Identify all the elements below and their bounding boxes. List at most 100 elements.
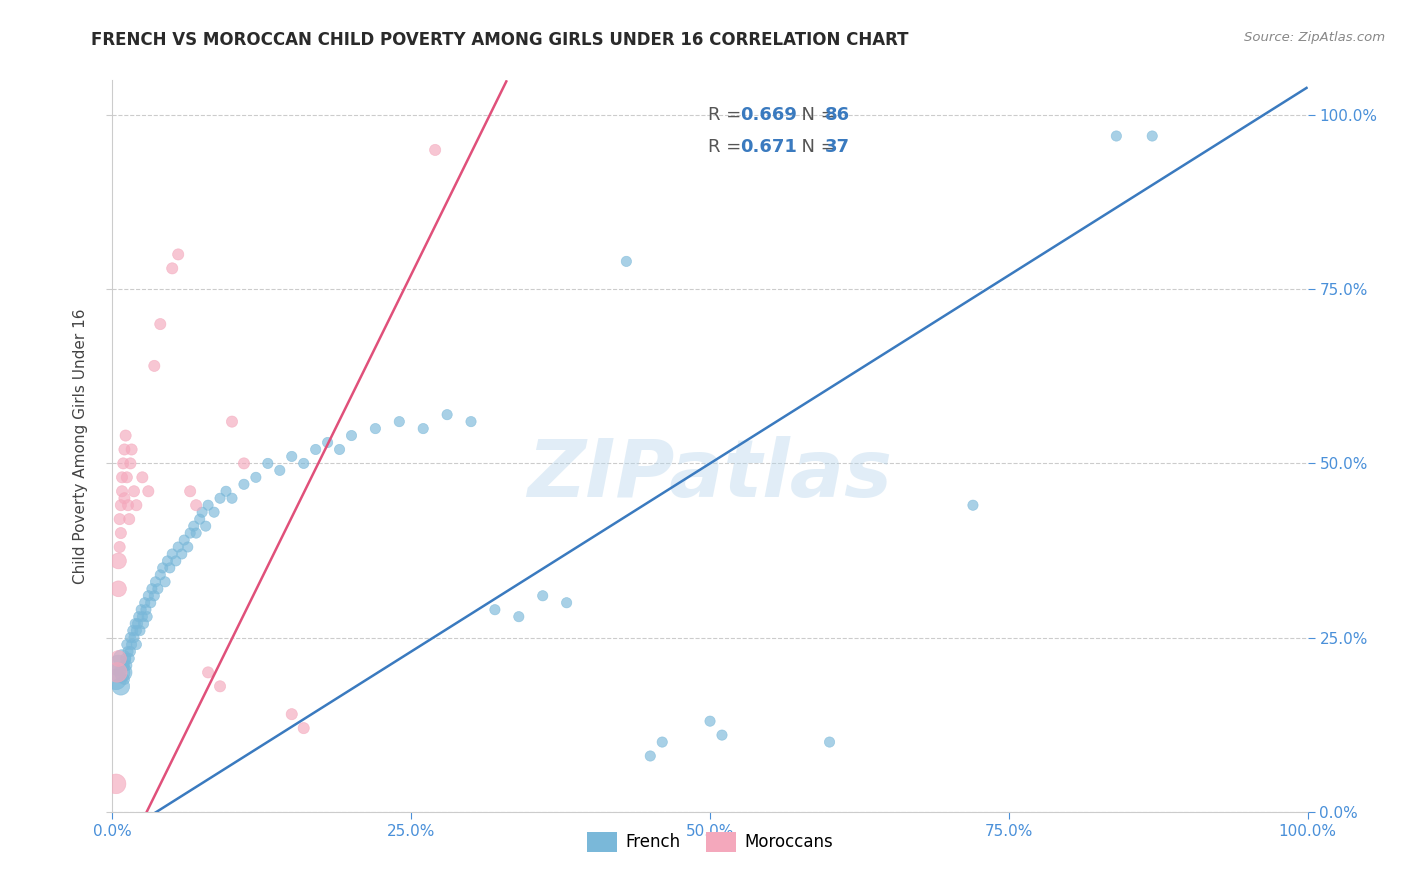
Point [202, 505, 225, 519]
Point [111, 470, 134, 484]
Point [257, 457, 280, 471]
Point [156, 554, 179, 568]
Point [555, 596, 578, 610]
Text: ZIPatlas: ZIPatlas [527, 436, 893, 515]
Point [305, 442, 328, 457]
Point [115, 638, 138, 652]
Point [128, 609, 150, 624]
Text: Source: ZipAtlas.com: Source: ZipAtlas.com [1244, 31, 1385, 45]
Point [114, 658, 135, 673]
Point [139, 596, 162, 610]
Point [173, 533, 195, 547]
Point [125, 624, 148, 638]
Text: N =: N = [790, 138, 842, 156]
Point [127, 616, 149, 631]
Point [114, 428, 136, 442]
Point [115, 658, 138, 673]
Point [143, 589, 166, 603]
Point [118, 651, 141, 665]
Point [412, 421, 434, 435]
Point [107, 582, 129, 596]
Point [143, 359, 166, 373]
Point [233, 457, 256, 471]
Point [962, 498, 984, 512]
Text: R =: R = [707, 138, 747, 156]
Point [651, 735, 673, 749]
Point [110, 498, 132, 512]
Text: FRENCH VS MOROCCAN CHILD POVERTY AMONG GIRLS UNDER 16 CORRELATION CHART: FRENCH VS MOROCCAN CHILD POVERTY AMONG G… [91, 31, 908, 49]
Point [425, 143, 447, 157]
Point [112, 457, 135, 471]
Point [292, 721, 315, 735]
Point [129, 603, 152, 617]
Point [1105, 128, 1128, 143]
Point [484, 603, 506, 617]
Point [183, 519, 205, 533]
Point [131, 470, 153, 484]
Point [111, 651, 134, 665]
Point [191, 505, 214, 519]
Point [436, 408, 458, 422]
Point [117, 644, 139, 658]
Point [221, 415, 243, 429]
Point [269, 463, 291, 477]
Point [162, 261, 183, 276]
Point [145, 574, 167, 589]
Point [197, 498, 219, 512]
Point [125, 638, 148, 652]
Point [115, 470, 138, 484]
Point [209, 679, 232, 693]
Point [114, 651, 136, 665]
Text: R =: R = [707, 106, 747, 124]
Point [699, 714, 721, 728]
Point [616, 254, 638, 268]
Point [121, 624, 143, 638]
Point [129, 624, 152, 638]
Legend: French, Moroccans: French, Moroccans [581, 826, 839, 858]
Point [107, 658, 129, 673]
Text: 86: 86 [825, 106, 849, 124]
Point [329, 442, 352, 457]
Point [292, 457, 315, 471]
Point [711, 728, 734, 742]
Point [131, 609, 153, 624]
Point [122, 484, 145, 499]
Point [134, 596, 156, 610]
Point [340, 428, 363, 442]
Point [197, 665, 219, 680]
Point [215, 484, 238, 499]
Point [141, 582, 163, 596]
Y-axis label: Child Poverty Among Girls Under 16: Child Poverty Among Girls Under 16 [73, 309, 89, 583]
Point [121, 638, 143, 652]
Point [110, 679, 132, 693]
Point [186, 526, 208, 541]
Point [194, 519, 217, 533]
Point [531, 589, 554, 603]
Point [110, 526, 132, 541]
Point [122, 631, 145, 645]
Point [177, 540, 200, 554]
Point [221, 491, 243, 506]
Point [118, 512, 141, 526]
Point [114, 442, 135, 457]
Point [281, 450, 304, 464]
Point [135, 603, 157, 617]
Point [364, 421, 387, 435]
Point [245, 470, 267, 484]
Point [138, 484, 160, 499]
Point [170, 547, 193, 561]
Point [107, 651, 129, 665]
Text: 37: 37 [825, 138, 849, 156]
Point [281, 707, 304, 722]
Point [108, 665, 131, 680]
Point [120, 644, 142, 658]
Text: N =: N = [790, 106, 842, 124]
Point [167, 540, 190, 554]
Point [153, 574, 176, 589]
Point [159, 561, 181, 575]
Point [136, 609, 159, 624]
Point [149, 317, 172, 331]
Point [149, 567, 172, 582]
Point [152, 561, 174, 575]
Point [179, 484, 201, 499]
